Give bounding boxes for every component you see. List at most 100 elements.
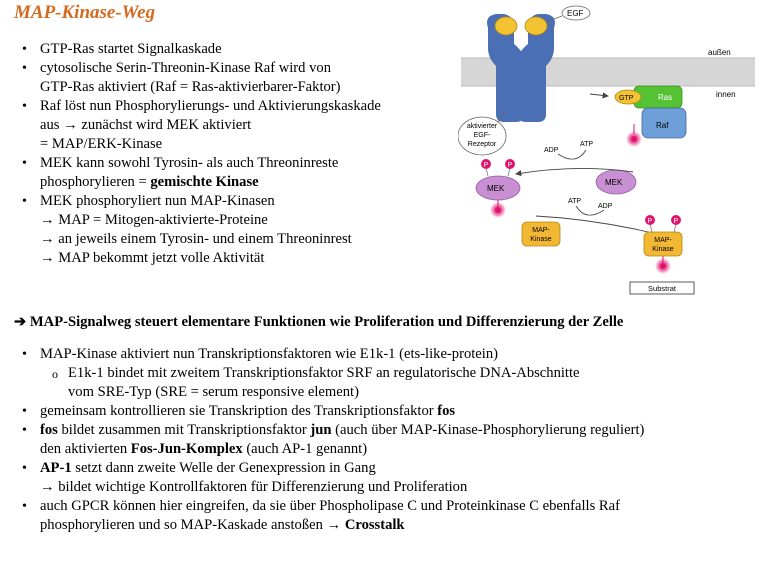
gtp-ras-arrow: [589, 92, 609, 99]
bold-term: AP-1: [40, 460, 72, 476]
map-phosphate-stalk: [649, 223, 653, 233]
raf-label: Raf: [656, 121, 669, 130]
bullet-line: vom SRE-Typ (SRE = serum responsive elem…: [68, 384, 359, 400]
bullet-line: phosphorylieren und so MAP-Kaskade ansto…: [40, 516, 773, 535]
text-run: phosphorylieren =: [40, 174, 151, 190]
bullet-line: MEK phosphoryliert nun MAP-Kinasen: [40, 193, 275, 209]
raf-protein: [641, 107, 687, 139]
phosphate-group: [645, 215, 655, 225]
phosphate-label: P: [484, 162, 489, 169]
map-kinase-inactive-label-line2: Kinase: [530, 236, 552, 243]
bullet-line: → bildet wichtige Kontrollfaktoren für D…: [40, 479, 468, 495]
text-run: bildet zusammen mit Transkriptionsfaktor: [57, 422, 311, 438]
bullet-line: → MAP = Mitogen-aktivierte-Proteine: [40, 212, 268, 228]
bullet-item: MEK phosphoryliert nun MAP-Kinasen → MAP…: [14, 192, 454, 268]
mek-activation-arrow: [515, 167, 634, 177]
phosphate-label: P: [508, 162, 513, 169]
text-run: (auch AP-1 genannt): [242, 441, 368, 457]
map-kinase-active-label-line1: MAP-: [654, 237, 672, 244]
outside-label: außen: [708, 48, 731, 57]
mek-inactive-label: MEK: [605, 178, 623, 187]
ras-label: Ras: [658, 93, 672, 102]
bullet-item: GTP-Ras startet Signalkaskade: [14, 40, 454, 59]
bullet-line: AP-1 setzt dann zweite Welle der Genexpr…: [40, 459, 773, 478]
text-run: phosphorylieren und so MAP-Kaskade ansto…: [40, 517, 345, 533]
egf-ligand: [524, 16, 548, 36]
egf-ligand: [494, 16, 518, 36]
map-kinase-inactive: [521, 221, 561, 247]
bullet-item: fos bildet zusammen mit Transkriptionsfa…: [14, 421, 773, 459]
bullet-line: = MAP/ERK-Kinase: [40, 136, 163, 152]
receptor-pointer: [497, 111, 505, 123]
egf-receptor-right: [518, 14, 555, 122]
receptor-label-bubble: [458, 116, 507, 156]
atp-adp-curve-2: [575, 205, 605, 216]
bullet-line: MEK kann sowohl Tyrosin- als auch Threon…: [40, 155, 339, 171]
top-bullet-list: GTP-Ras startet Signalkaskade cytosolisc…: [14, 40, 454, 268]
substrate-label: Substrat: [648, 284, 677, 293]
bullet-line: phosphorylieren = gemischte Kinase: [40, 173, 454, 192]
bullet-line: Raf löst nun Phosphorylierungs- und Akti…: [40, 98, 381, 114]
map-kinase-inactive-label-line1: MAP-: [532, 227, 550, 234]
bold-term: fos: [437, 403, 456, 419]
adp-label-2: ADP: [598, 203, 613, 210]
mek-active-site: [495, 207, 501, 213]
inside-label: innen: [716, 90, 736, 99]
bullet-item: cytosolische Serin-Threonin-Kinase Raf w…: [14, 59, 454, 97]
bold-term: Crosstalk: [344, 517, 405, 533]
map-kinase-active-label-line2: Kinase: [652, 246, 674, 253]
egf-label: EGF: [567, 9, 584, 18]
phosphate-group: [671, 215, 681, 225]
bold-term: gemischte Kinase: [150, 174, 259, 190]
map-phosphate-stalk: [673, 223, 677, 233]
bullet-line: den aktivierten Fos-Jun-Komplex (auch AP…: [40, 440, 773, 459]
sub-bullet-item: E1k-1 bindet mit zweitem Transkriptionsf…: [14, 364, 773, 402]
summary-statement: ➔ MAP-Signalweg steuert elementare Funkt…: [14, 314, 624, 330]
bullet-line: aus → zunächst wird MEK aktiviert: [40, 117, 252, 133]
egf-pointer: [545, 15, 563, 23]
bullet-line: E1k-1 bindet mit zweitem Transkriptionsf…: [68, 365, 580, 381]
mek-phosphate-stalk: [485, 167, 489, 177]
substrate-box: [629, 281, 695, 295]
bullet-line: cytosolische Serin-Threonin-Kinase Raf w…: [40, 60, 331, 76]
bullet-line: fos bildet zusammen mit Transkriptionsfa…: [40, 421, 773, 440]
bullet-line: gemeinsam kontrollieren sie Transkriptio…: [40, 402, 773, 421]
bottom-bullet-list: MAP-Kinase aktiviert nun Transkriptionsf…: [14, 345, 773, 535]
bullet-line: auch GPCR können hier eingreifen, da sie…: [40, 498, 620, 514]
egf-label-bubble: [561, 5, 591, 21]
map-kinase-diagram: außen innen EGF aktivierter EGF- Rezepto…: [458, 5, 755, 295]
bold-term: jun: [310, 422, 332, 438]
text-run: (auch über MAP-Kinase-Phosphorylierung r…: [331, 422, 645, 438]
gtp-molecule: [614, 89, 642, 105]
phosphate-group: [481, 159, 491, 169]
text-run: gemeinsam kontrollieren sie Transkriptio…: [40, 403, 438, 419]
phosphate-label: P: [648, 218, 653, 225]
receptor-label-line2: EGF-: [474, 132, 491, 139]
bold-term: fos: [40, 422, 58, 438]
gtp-label: GTP: [619, 95, 634, 102]
receptor-label-line3: Rezeptor: [468, 141, 497, 148]
raf-active-site: [631, 136, 637, 142]
bullet-item: Raf löst nun Phosphorylierungs- und Akti…: [14, 97, 454, 154]
atp-adp-curve-1: [557, 149, 587, 160]
text-run: setzt dann zweite Welle der Genexpressio…: [71, 460, 376, 476]
mek-phosphate-stalk: [507, 167, 511, 177]
phosphate-group: [505, 159, 515, 169]
phosphate-label: P: [674, 218, 679, 225]
bullet-line: → an jeweils einem Tyrosin- und einem Th…: [40, 231, 352, 247]
bullet-item: MAP-Kinase aktiviert nun Transkriptionsf…: [14, 345, 773, 364]
bullet-item: AP-1 setzt dann zweite Welle der Genexpr…: [14, 459, 773, 497]
page-title: MAP-Kinase-Weg: [14, 2, 156, 23]
receptor-label-line1: aktivierter: [467, 123, 498, 130]
bullet-item: MEK kann sowohl Tyrosin- als auch Threon…: [14, 154, 454, 192]
bold-term: Fos-Jun-Komplex: [130, 441, 243, 457]
mek-active-label: MEK: [487, 184, 505, 193]
atp-label-1: ATP: [580, 141, 593, 148]
bullet-line: MAP-Kinase aktiviert nun Transkriptionsf…: [40, 346, 498, 362]
atp-label-2: ATP: [568, 198, 581, 205]
bullet-line: GTP-Ras aktiviert (Raf = Ras-aktivierbar…: [40, 79, 341, 95]
map-active-site: [660, 263, 666, 269]
text-run: den aktivierten: [40, 441, 131, 457]
egf-receptor-left: [487, 14, 524, 122]
bullet-line: → MAP bekommt jetzt volle Aktivität: [40, 250, 265, 266]
